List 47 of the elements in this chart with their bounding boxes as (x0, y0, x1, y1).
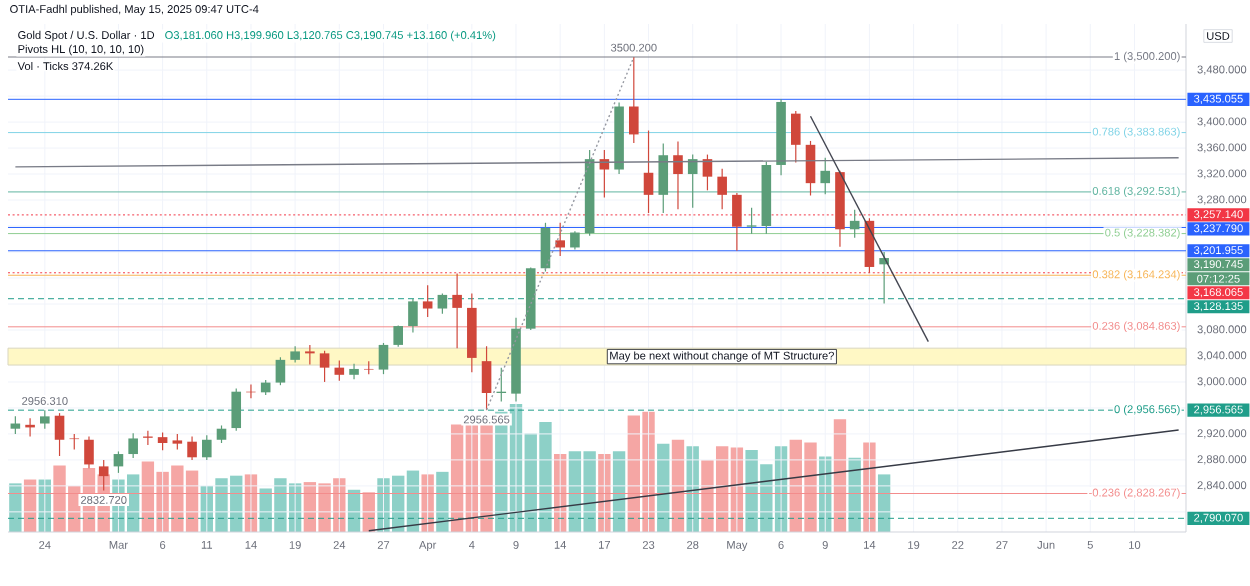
candlestick (835, 170, 845, 248)
bar (9, 483, 22, 532)
candlestick (864, 217, 875, 274)
candlestick (378, 342, 389, 375)
candlestick (687, 153, 698, 209)
candlestick (393, 324, 404, 348)
candlestick (790, 110, 801, 163)
candlestick (54, 412, 65, 457)
candlestick (820, 157, 831, 195)
candlestick (84, 435, 94, 469)
candlestick (187, 435, 197, 461)
candlestick (201, 434, 212, 461)
candlestick (275, 356, 286, 386)
candlestick (40, 409, 50, 430)
candlestick (231, 387, 242, 432)
candlestick (717, 168, 727, 210)
candlestick (805, 140, 816, 197)
candlestick (702, 153, 713, 191)
candlestick (305, 344, 315, 365)
candlestick (437, 292, 448, 315)
candlestick (452, 272, 462, 349)
candlestick (643, 129, 654, 214)
candlestick (113, 450, 124, 474)
candlestick (481, 345, 492, 411)
candlestick (732, 192, 742, 252)
candlestick (629, 56, 639, 144)
candlestick (349, 363, 359, 380)
candlestick (761, 161, 772, 235)
candlestick (599, 149, 610, 199)
candlestick (584, 149, 595, 237)
candlestick (673, 140, 683, 210)
candlestick (467, 292, 477, 373)
candlestick (511, 317, 521, 403)
candlestick (334, 359, 345, 382)
candlestick (422, 284, 433, 318)
candlestick (555, 222, 565, 257)
candlestick (658, 142, 669, 214)
candlestick (319, 350, 330, 383)
candlestick (570, 230, 580, 251)
bar (436, 471, 449, 532)
candlestick (614, 102, 624, 175)
candlestick (128, 432, 138, 459)
candlestick (540, 222, 551, 273)
candlestick (408, 298, 418, 334)
candlestick (525, 267, 536, 331)
candlestick (776, 98, 786, 176)
candlestick (746, 207, 757, 235)
